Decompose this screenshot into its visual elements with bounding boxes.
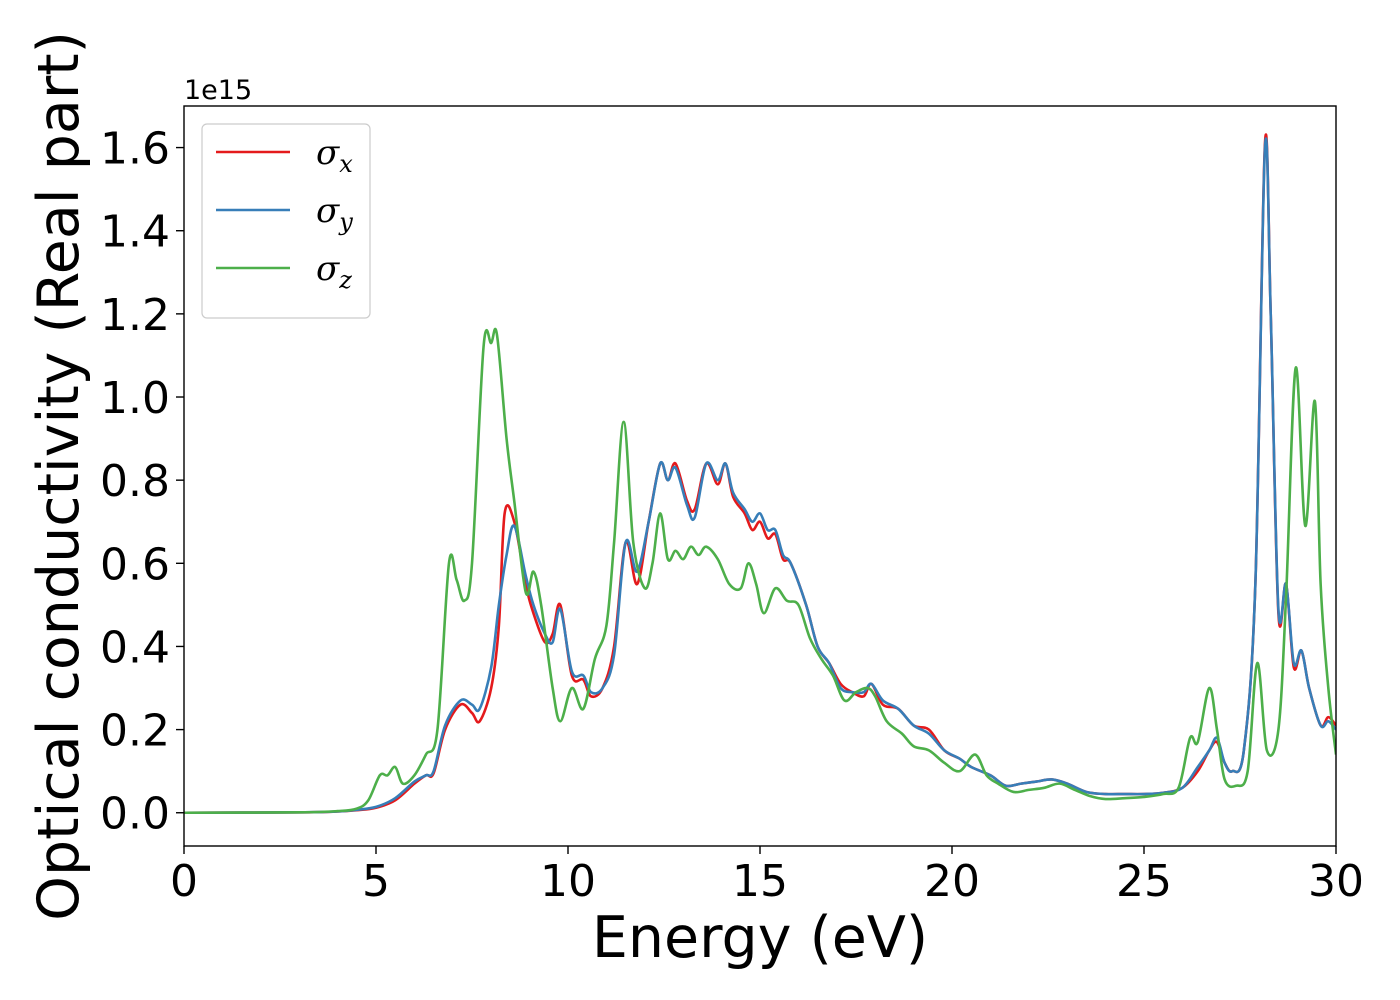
y-tick-label: 0.0	[100, 789, 170, 840]
legend-label-x: σx	[316, 133, 353, 178]
y-tick-label: 1.6	[100, 124, 170, 175]
y-tick-label: 0.6	[100, 539, 170, 590]
y-tick-label: 1.0	[100, 373, 170, 424]
y-tick-label: 0.8	[100, 456, 170, 507]
x-tick-label: 10	[540, 856, 596, 907]
series-line-z	[184, 327, 1336, 815]
y-axis: 0.0 0.2 0.4 0.6 0.8 1.0 1.2 1.4 1.6	[100, 124, 184, 840]
legend: σx σy σz	[201, 123, 371, 319]
x-tick-label: 15	[732, 856, 788, 907]
x-tick-label: 5	[362, 856, 390, 907]
y-axis-offset-label: 1e15	[184, 75, 252, 106]
x-tick-label: 25	[1116, 856, 1172, 907]
x-tick-label: 0	[170, 856, 198, 907]
y-axis-label: Optical conductivity (Real part)	[26, 31, 92, 921]
series-lines	[184, 133, 1336, 815]
series-line-y	[184, 137, 1336, 815]
x-axis-label: Energy (eV)	[592, 905, 928, 971]
legend-label-y: σy	[316, 191, 353, 236]
y-tick-label: 1.2	[100, 290, 170, 341]
legend-label-z: σz	[316, 249, 352, 294]
y-tick-label: 1.4	[100, 207, 170, 258]
legend-box	[201, 123, 371, 319]
y-tick-label: 0.2	[100, 706, 170, 757]
x-axis: 0 5 10 15 20 25 30	[170, 846, 1364, 907]
y-tick-label: 0.4	[100, 622, 170, 673]
x-tick-label: 30	[1308, 856, 1364, 907]
x-tick-label: 20	[924, 856, 980, 907]
